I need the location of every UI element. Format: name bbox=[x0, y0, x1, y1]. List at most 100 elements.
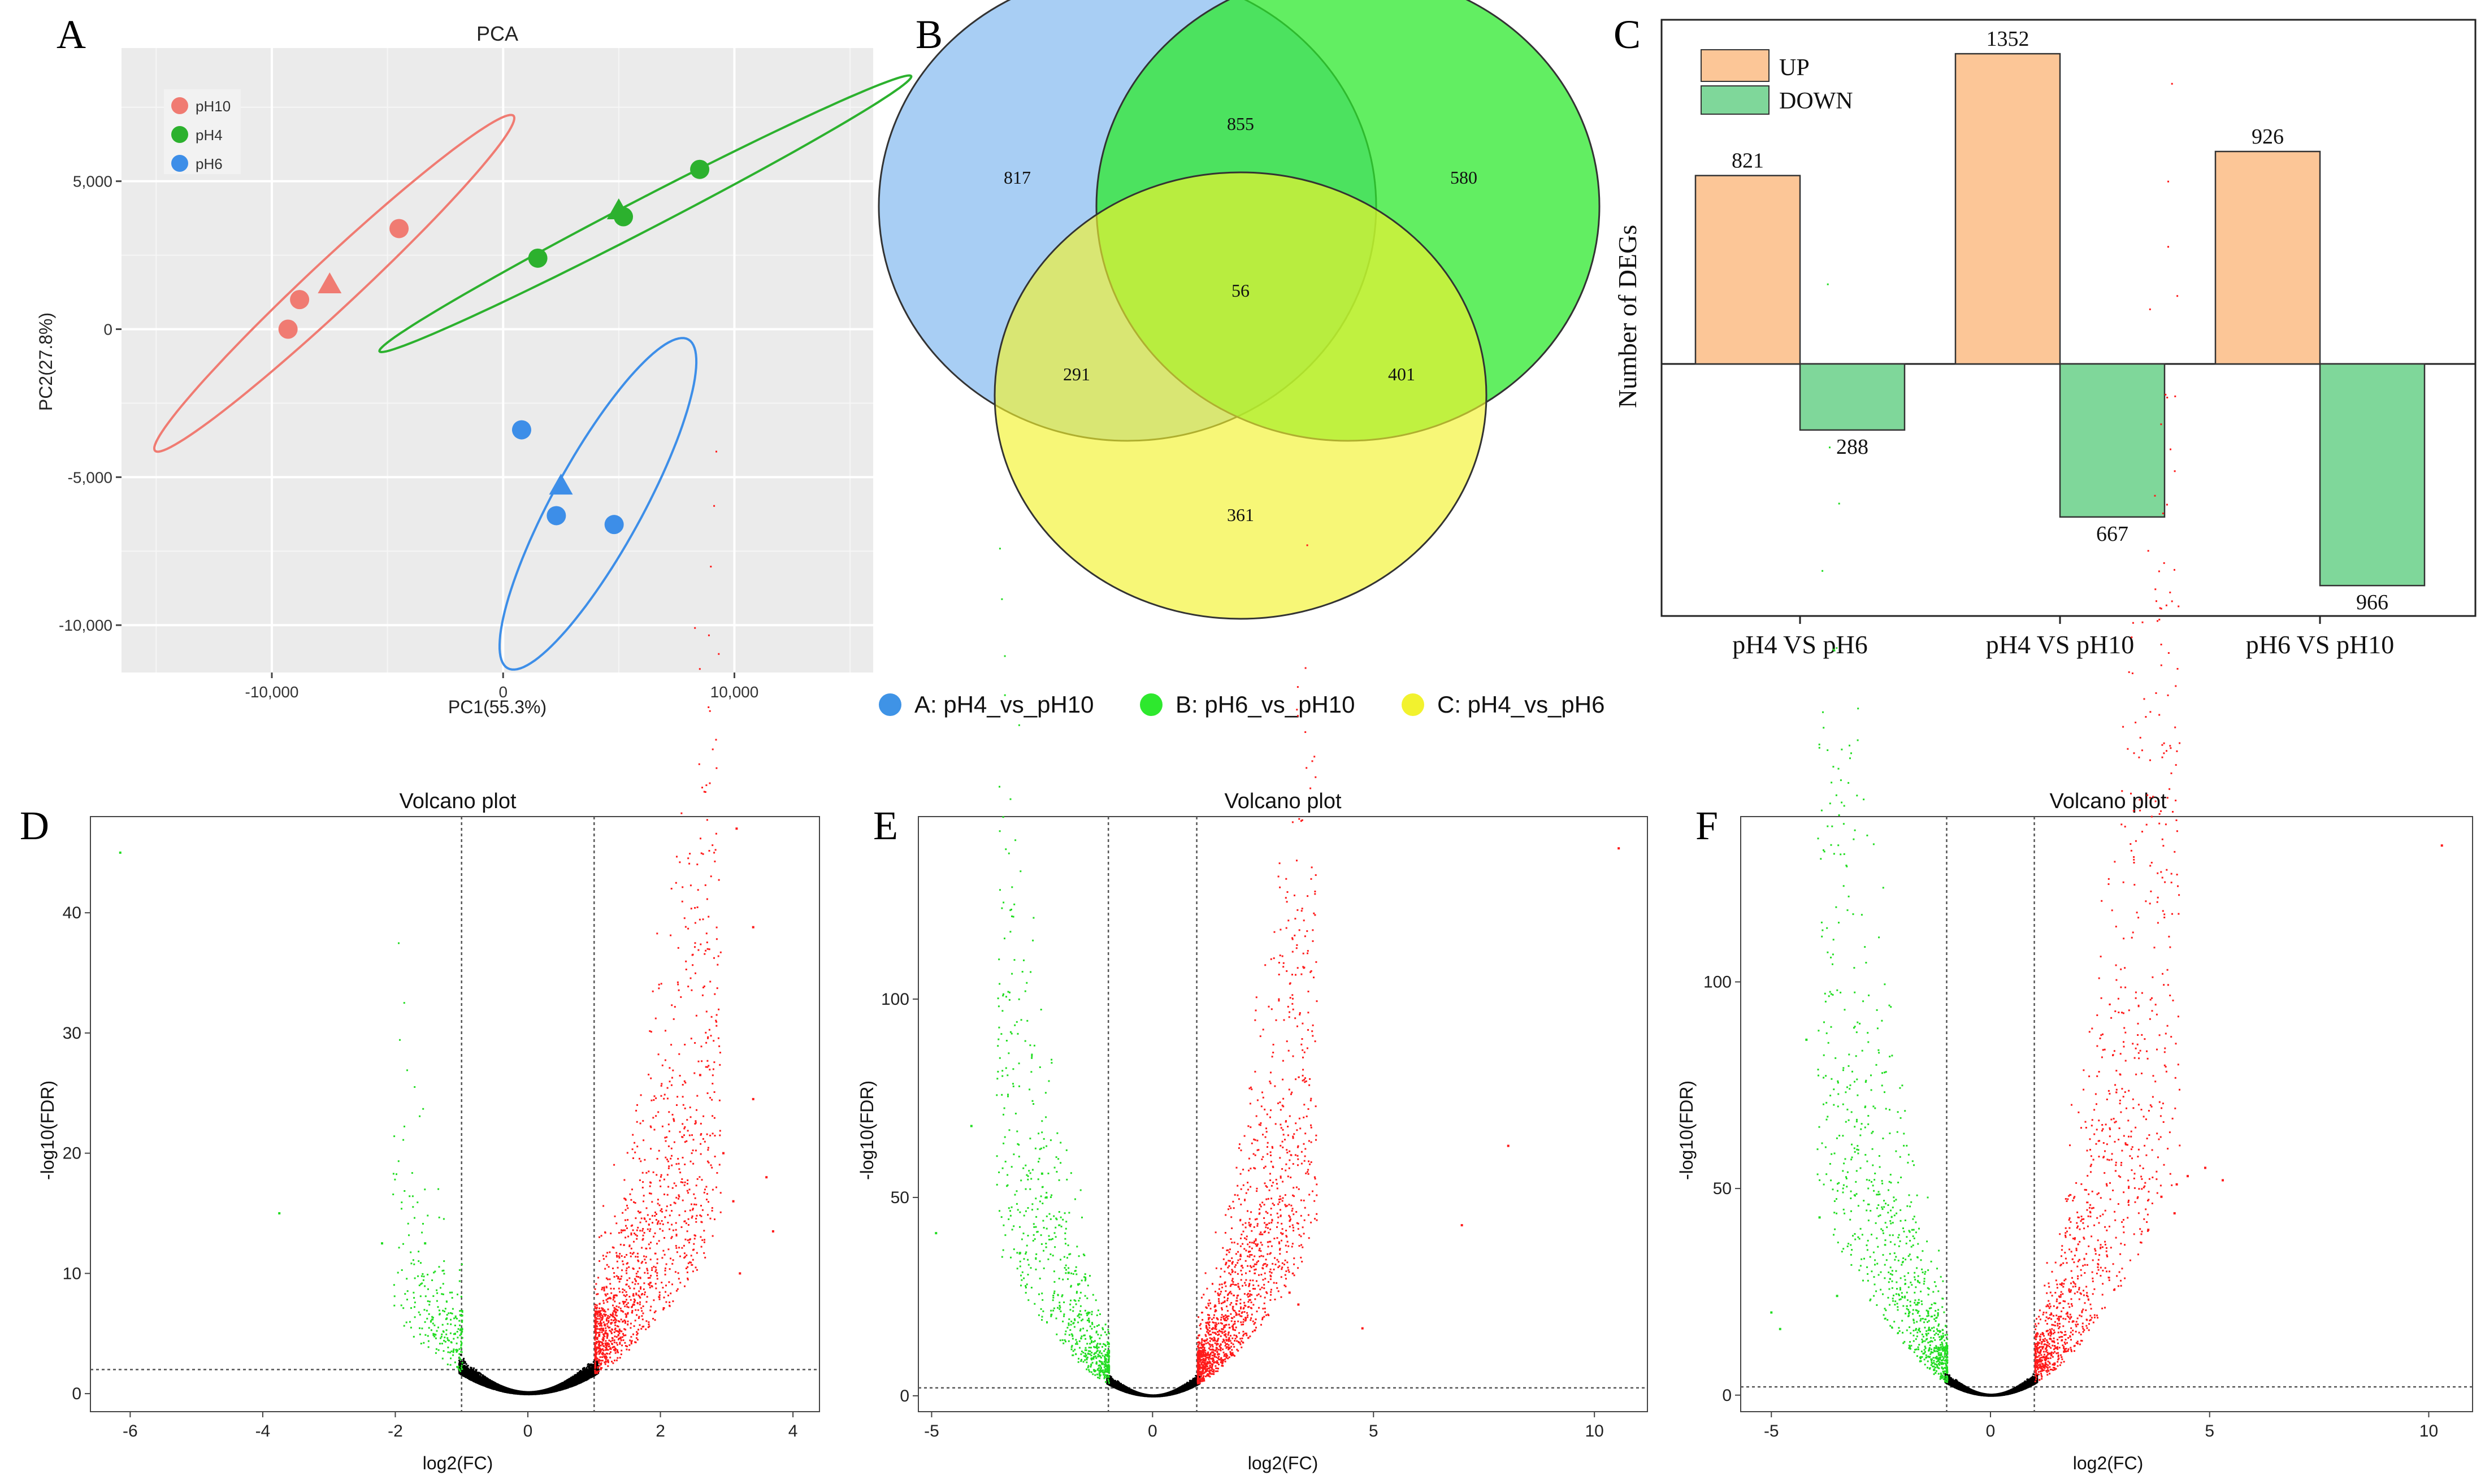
volcano-up-outlier bbox=[1617, 847, 1620, 850]
venn-region-b-c: 401 bbox=[1388, 364, 1415, 384]
volcano-up-outlier bbox=[2204, 1166, 2206, 1169]
degs-category-label: pH4 VS pH6 bbox=[1732, 630, 1867, 659]
venn-legend-label-c: C: pH4_vs_pH6 bbox=[1437, 691, 1604, 718]
volcano-frame bbox=[90, 816, 820, 1412]
pca-title: PCA bbox=[476, 22, 518, 45]
volcano-y-tick-label: 40 bbox=[63, 904, 81, 922]
volcano-nonsig-points bbox=[1106, 1374, 1201, 1398]
volcano-nonsig-points bbox=[458, 1353, 600, 1396]
volcano-up-outlier bbox=[699, 1074, 701, 1077]
pca-y-tick-label: -10,000 bbox=[59, 617, 112, 634]
degs-bar-down bbox=[2059, 363, 2166, 518]
volcano-y-tick-label: 20 bbox=[63, 1144, 81, 1163]
degs-legend-down-swatch bbox=[1701, 85, 1770, 115]
volcano-down-outlier bbox=[1770, 1311, 1773, 1314]
volcano-up-outlier bbox=[765, 1176, 768, 1179]
pca-point-ph4 bbox=[690, 159, 710, 179]
volcano-up-outlier bbox=[1361, 1327, 1364, 1330]
volcano-down-outlier bbox=[119, 851, 122, 854]
volcano-x-tick-label: 0 bbox=[523, 1422, 533, 1440]
degs-bar-down bbox=[1799, 363, 1906, 431]
volcano-down-outlier bbox=[1018, 1252, 1021, 1255]
degs-plot-frame bbox=[1660, 19, 2477, 617]
panel-letter-a: A bbox=[57, 12, 86, 57]
legend-label-ph4: pH4 bbox=[196, 127, 223, 144]
volcano-x-tick-label: -6 bbox=[123, 1422, 138, 1440]
venn-legend-marker-c bbox=[1402, 693, 1424, 716]
pca-ellipse-ph6 bbox=[498, 337, 698, 671]
volcano-e-panel: E Volcano plot log2(FC) -log10(FDR) -5 0 5… bbox=[857, 544, 1648, 1473]
volcano-down-outlier bbox=[935, 1232, 938, 1235]
volcano-up-outlier bbox=[2160, 1195, 2163, 1198]
volcano-y-tick-label: 30 bbox=[63, 1024, 81, 1043]
volcano-f-y-axis-label: -log10(FDR) bbox=[1676, 1081, 1697, 1180]
pca-point-ph6 bbox=[511, 420, 531, 440]
degs-bar-up bbox=[1954, 53, 2061, 365]
volcano-down-outlier bbox=[970, 1125, 973, 1127]
volcano-down-outlier bbox=[1040, 1172, 1043, 1175]
volcano-up-outlier bbox=[1460, 1224, 1463, 1227]
pca-points bbox=[278, 159, 710, 535]
degs-legend-up-label: UP bbox=[1779, 55, 1810, 81]
degs-legend-up-swatch bbox=[1701, 49, 1770, 82]
volcano-down-points bbox=[996, 548, 1111, 1384]
volcano-d-panel: D Volcano plot log2(FC) -log10(FDR) -6 -4… bbox=[20, 450, 820, 1473]
volcano-y-tick-label: 0 bbox=[72, 1385, 81, 1403]
volcano-d-title: Volcano plot bbox=[399, 789, 516, 813]
volcano-y-tick-label: 50 bbox=[1713, 1179, 1732, 1198]
volcano-up-outlier bbox=[771, 1230, 774, 1233]
volcano-up-outlier bbox=[739, 1272, 741, 1275]
volcano-frame bbox=[918, 816, 1648, 1412]
venn-legend: A: pH4_vs_pH10 B: pH6_vs_pH10 C: pH4_vs_… bbox=[879, 691, 1604, 718]
volcano-down-outlier bbox=[1779, 1327, 1781, 1330]
volcano-x-tick-label: 10 bbox=[1585, 1422, 1603, 1440]
pca-ellipse-ph10 bbox=[153, 114, 516, 453]
volcano-d-x-axis-label: log2(FC) bbox=[423, 1453, 493, 1473]
volcano-nonsig-points bbox=[1944, 1373, 2039, 1397]
degs-bars: 821 288 pH4 VS pH6 1352 667 pH4 VS pH10 926 966… bbox=[1694, 27, 2426, 659]
venn-panel: B 817 855 580 56 291 401 361 A: pH4_vs_p… bbox=[878, 0, 1604, 718]
volcano-up-points bbox=[1196, 544, 1318, 1385]
venn-legend-label-b: B: pH6_vs_pH10 bbox=[1176, 691, 1355, 718]
degs-bar-down-label: 966 bbox=[2356, 591, 2388, 614]
pca-legend: pH10 pH4 pH6 bbox=[164, 89, 241, 174]
volcano-up-outlier bbox=[1507, 1144, 1510, 1147]
legend-marker-ph10 bbox=[171, 97, 188, 114]
pca-y-axis-label: PC2(27.8%) bbox=[36, 313, 56, 411]
venn-region-a-b-c: 56 bbox=[1231, 280, 1250, 301]
pca-ticks: -10,000 0 10,000 5,000 0 -5,000 -10,000 bbox=[59, 173, 758, 701]
degs-category-label: pH4 VS pH10 bbox=[1986, 630, 2134, 659]
volcano-x-tick-label: 0 bbox=[1986, 1422, 1996, 1440]
volcano-frame bbox=[1740, 816, 2473, 1412]
venn-region-a-c: 291 bbox=[1063, 364, 1090, 384]
volcano-x-tick-label: -4 bbox=[255, 1422, 271, 1440]
degs-legend-down-label: DOWN bbox=[1779, 88, 1853, 114]
volcano-e-x-axis-label: log2(FC) bbox=[1248, 1453, 1318, 1473]
degs-bar-up-label: 1352 bbox=[1987, 27, 2029, 51]
degs-category-label: pH6 VS pH10 bbox=[2246, 630, 2394, 659]
volcano-y-tick-label: 0 bbox=[900, 1387, 909, 1405]
volcano-f-panel: F Volcano plot log2(FC) -log10(FDR) -5 0 5… bbox=[1676, 83, 2473, 1473]
venn-region-a-only: 817 bbox=[1004, 167, 1031, 188]
volcano-f-x-axis-label: log2(FC) bbox=[2073, 1453, 2143, 1473]
venn-circles bbox=[878, 0, 1601, 620]
legend-label-ph6: pH6 bbox=[196, 155, 223, 172]
volcano-up-outlier bbox=[1288, 1291, 1291, 1294]
degs-bar-down bbox=[2319, 363, 2426, 587]
panel-letter-c: C bbox=[1614, 12, 1641, 57]
pca-triangle-ph4 bbox=[606, 198, 631, 220]
venn-circle-c bbox=[994, 171, 1487, 620]
volcano-x-tick-label: 2 bbox=[656, 1422, 665, 1440]
volcano-down-outlier bbox=[1805, 1038, 1808, 1041]
venn-region-b-only: 580 bbox=[1450, 167, 1477, 188]
volcano-up-outlier bbox=[735, 827, 738, 830]
volcano-y-tick-label: 100 bbox=[1703, 973, 1732, 992]
volcano-down-outlier bbox=[1045, 1196, 1048, 1199]
volcano-x-tick-label: 5 bbox=[1369, 1422, 1378, 1440]
volcano-y-tick-label: 10 bbox=[63, 1264, 81, 1283]
pca-x-tick-label: 0 bbox=[498, 683, 508, 701]
pca-y-tick-label: 5,000 bbox=[73, 173, 112, 190]
legend-marker-ph6 bbox=[171, 155, 188, 172]
